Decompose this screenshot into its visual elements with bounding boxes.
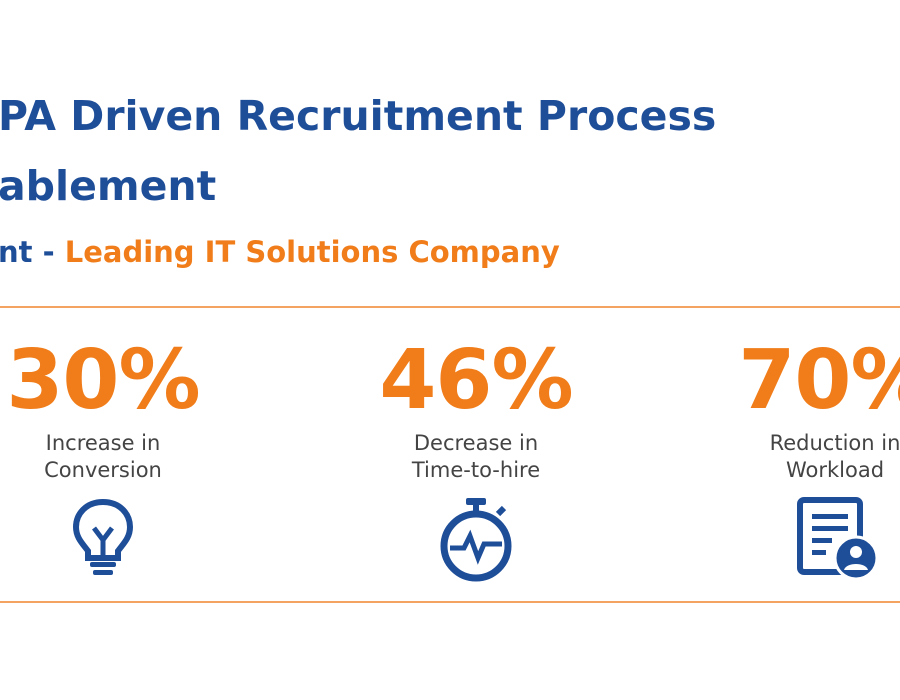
- stat: 46% Decrease in Time-to-hire: [336, 340, 616, 582]
- stat-label: Decrease in: [413, 431, 539, 455]
- document-user-icon: [797, 497, 879, 581]
- client-prefix: nt -: [0, 235, 65, 269]
- stat-label: Conversion: [44, 458, 162, 482]
- stat-value: 46%: [379, 333, 573, 428]
- title-line: PA Driven Recruitment Process: [0, 92, 717, 140]
- subtitle: nt - Leading IT Solutions Company: [0, 238, 560, 267]
- stat-label: Reduction in: [769, 431, 900, 455]
- stat-value: 70%: [738, 333, 900, 428]
- title-line: ablement: [0, 162, 217, 210]
- bulb-icon: [72, 498, 134, 575]
- divider: [0, 601, 900, 603]
- stat-label: Increase in: [45, 431, 161, 455]
- stat-value: 30%: [6, 333, 200, 428]
- stat: 30% Increase in Conversion: [0, 340, 243, 576]
- stat-label: Time-to-hire: [411, 458, 541, 482]
- stopwatch-icon: [440, 498, 512, 582]
- client-name: Leading IT Solutions Company: [64, 235, 560, 269]
- stat-label: Workload: [785, 458, 885, 482]
- stat: 70% Reduction in Workload: [695, 340, 900, 582]
- divider: [0, 306, 900, 308]
